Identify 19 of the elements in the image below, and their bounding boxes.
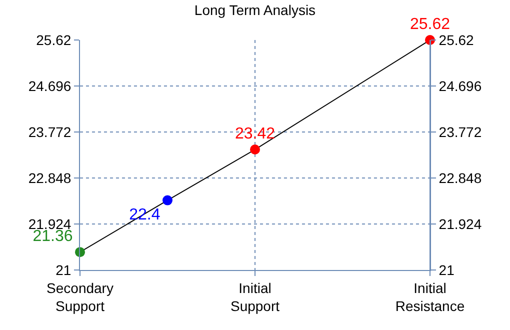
y2-tick-label: 23.772 — [438, 124, 482, 140]
y2-tick-label: 21 — [438, 262, 455, 278]
y-tick-label: 22.848 — [28, 170, 72, 186]
point — [162, 195, 172, 206]
y2-tick-label: 24.696 — [438, 78, 482, 94]
y-tick-label: 21 — [56, 262, 72, 278]
point — [250, 144, 260, 155]
chart-title: Long Term Analysis — [194, 2, 316, 18]
x-tick-label: Initial Support — [230, 280, 280, 314]
x-tick-label: Initial Resistance — [395, 280, 465, 314]
y2-tick-label: 21.924 — [438, 216, 482, 232]
y-tick-label: 25.62 — [36, 32, 72, 48]
y-tick-label: 23.772 — [28, 124, 72, 140]
x-tick-label: Secondary Support — [46, 280, 114, 314]
data-label: 23.42 — [234, 125, 276, 142]
y2-tick-label: 22.848 — [438, 170, 482, 186]
data-label: 25.62 — [410, 16, 450, 33]
y-tick-label: 24.696 — [28, 78, 72, 94]
y2-tick-label: 25.62 — [438, 32, 474, 48]
